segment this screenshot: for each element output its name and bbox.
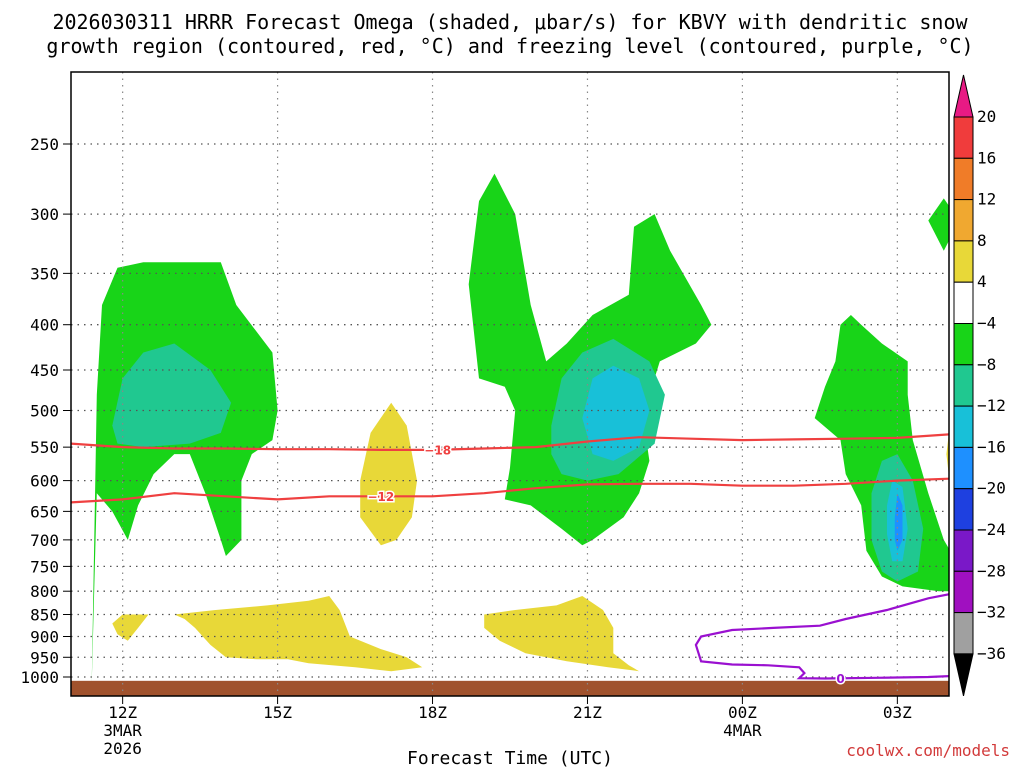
colorbar-label: 4 xyxy=(977,272,987,291)
y-tick-label: 1000 xyxy=(20,668,59,687)
plot-frame xyxy=(70,71,950,697)
colorbar-segment xyxy=(953,405,974,448)
x-axis-label: Forecast Time (UTC) xyxy=(407,748,613,768)
dgz-minus-12-label: −12 xyxy=(367,490,394,504)
y-tick-label: 500 xyxy=(30,402,59,421)
colorbar-label: −28 xyxy=(977,561,1006,580)
colorbar-segment xyxy=(953,323,974,366)
dgz-minus-18-label: −18 xyxy=(424,443,451,457)
terrain-layer xyxy=(71,680,949,696)
dgz-minus-18-line xyxy=(71,433,949,451)
colorbar-segment xyxy=(953,116,974,159)
freezing-level-0-line xyxy=(694,593,949,680)
colorbar-label: 20 xyxy=(977,107,996,126)
colorbar-segment xyxy=(953,570,974,614)
colorbar-label: −16 xyxy=(977,437,1006,456)
x-tick-label: 12Z xyxy=(108,703,137,722)
colorbar: 20 16 12 8 4 −4 −8 −12 −16 −20 −24 −28 −32 −36 xyxy=(953,74,1006,697)
y-tick-label: 550 xyxy=(30,438,59,457)
colorbar-segment xyxy=(953,529,974,572)
x-tick-date: 4MAR xyxy=(723,721,762,740)
colorbar-label: −24 xyxy=(977,520,1006,539)
grid-layer xyxy=(71,72,949,696)
colorbar-label: −20 xyxy=(977,479,1006,498)
y-tick-label: 700 xyxy=(30,531,59,550)
y-tick-label: 300 xyxy=(30,205,59,224)
x-tick-date: 3MAR xyxy=(103,721,142,740)
x-tick-label: 15Z xyxy=(263,703,292,722)
y-tick-label: 450 xyxy=(30,361,59,380)
colorbar-segment xyxy=(953,199,974,242)
omega-blue-east xyxy=(894,493,903,551)
omega-yellow-mid xyxy=(360,402,417,546)
y-tick-label: 850 xyxy=(30,606,59,625)
colorbar-label: −32 xyxy=(977,603,1006,622)
x-tick-label: 18Z xyxy=(418,703,447,722)
y-tick-label: 950 xyxy=(30,648,59,667)
colorbar-bottom-arrow xyxy=(953,653,974,697)
colorbar-label: −12 xyxy=(977,396,1006,415)
x-tick-label: 00Z xyxy=(728,703,757,722)
colorbar-segment xyxy=(953,157,974,201)
y-tick-label: 900 xyxy=(30,627,59,646)
colorbar-segment xyxy=(953,488,974,531)
omega-yellow-low-west xyxy=(112,614,149,641)
chart-title-line2: growth region (contoured, red, °C) and f… xyxy=(46,34,973,58)
credit-label: coolwx.com/models xyxy=(846,741,1010,760)
y-axis-ticks: 250 300 350 400 450 500 550 600 650 700 750 800 850 9… xyxy=(20,135,71,687)
contour-layer: −18 −12 0 xyxy=(71,433,949,688)
colorbar-label: −8 xyxy=(977,355,996,374)
y-tick-label: 650 xyxy=(30,502,59,521)
x-tick-label: 21Z xyxy=(573,703,602,722)
x-tick-year: 2026 xyxy=(103,739,142,758)
y-tick-label: 800 xyxy=(30,582,59,601)
omega-green-east-cell xyxy=(928,198,949,251)
colorbar-label: −36 xyxy=(977,644,1006,663)
dgz-minus-12-line xyxy=(71,477,949,504)
colorbar-segment xyxy=(953,612,974,655)
colorbar-label: 16 xyxy=(977,148,996,167)
colorbar-label: −4 xyxy=(977,314,996,333)
y-tick-label: 600 xyxy=(30,472,59,491)
colorbar-segment xyxy=(953,240,974,283)
y-tick-label: 750 xyxy=(30,557,59,576)
x-tick-label: 03Z xyxy=(883,703,912,722)
colorbar-segment xyxy=(953,281,974,325)
freezing-level-0-label: 0 xyxy=(836,672,844,686)
colorbar-label: 12 xyxy=(977,190,996,209)
y-tick-label: 350 xyxy=(30,264,59,283)
omega-yellow-low-mid xyxy=(174,596,423,672)
y-tick-label: 400 xyxy=(30,316,59,335)
chart-title-line1: 2026030311 HRRR Forecast Omega (shaded, … xyxy=(52,10,968,34)
colorbar-segment xyxy=(953,446,974,490)
omega-shading-layer xyxy=(91,173,949,685)
colorbar-top-arrow xyxy=(953,74,974,118)
omega-yellow-low-central xyxy=(484,596,640,672)
colorbar-label: 8 xyxy=(977,231,987,250)
colorbar-segment xyxy=(953,364,974,407)
y-tick-label: 250 xyxy=(30,135,59,154)
terrain-strip xyxy=(71,680,949,696)
